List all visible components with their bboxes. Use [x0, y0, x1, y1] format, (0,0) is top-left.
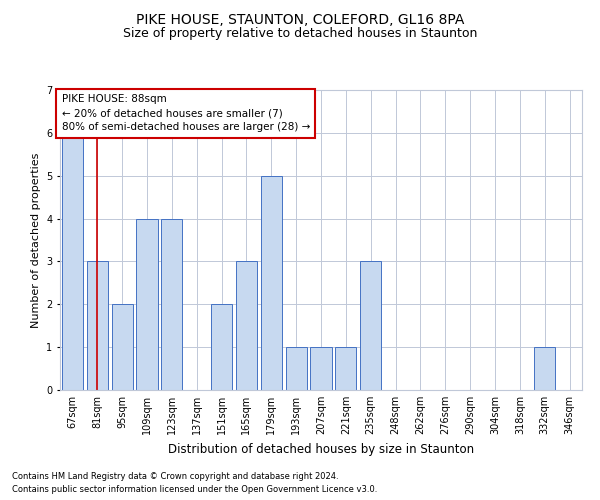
- Text: PIKE HOUSE, STAUNTON, COLEFORD, GL16 8PA: PIKE HOUSE, STAUNTON, COLEFORD, GL16 8PA: [136, 12, 464, 26]
- Text: Contains HM Land Registry data © Crown copyright and database right 2024.: Contains HM Land Registry data © Crown c…: [12, 472, 338, 481]
- Bar: [534, 347, 555, 390]
- Bar: [136, 218, 158, 390]
- Y-axis label: Number of detached properties: Number of detached properties: [31, 152, 41, 328]
- Text: PIKE HOUSE: 88sqm
← 20% of detached houses are smaller (7)
80% of semi-detached : PIKE HOUSE: 88sqm ← 20% of detached hous…: [62, 94, 310, 132]
- Bar: [236, 262, 257, 390]
- Bar: [261, 176, 282, 390]
- Bar: [87, 262, 108, 390]
- Bar: [310, 347, 332, 390]
- Bar: [211, 304, 232, 390]
- X-axis label: Distribution of detached houses by size in Staunton: Distribution of detached houses by size …: [168, 442, 474, 456]
- Bar: [335, 347, 356, 390]
- Text: Contains public sector information licensed under the Open Government Licence v3: Contains public sector information licen…: [12, 485, 377, 494]
- Bar: [360, 262, 381, 390]
- Bar: [112, 304, 133, 390]
- Text: Size of property relative to detached houses in Staunton: Size of property relative to detached ho…: [123, 28, 477, 40]
- Bar: [62, 90, 83, 390]
- Bar: [161, 218, 182, 390]
- Bar: [286, 347, 307, 390]
